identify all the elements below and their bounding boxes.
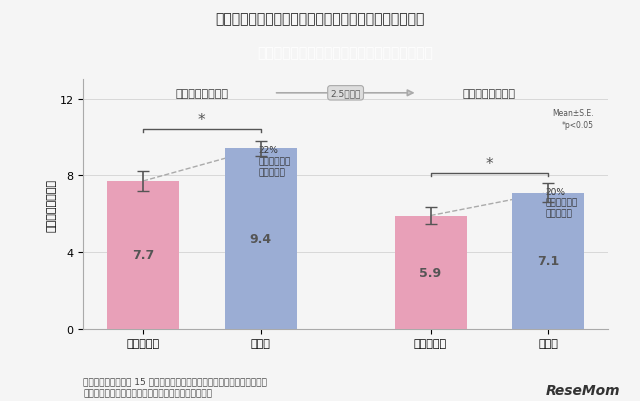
Text: 9.4: 9.4: [250, 233, 272, 245]
Bar: [512, 193, 584, 329]
Text: １回目暗記テスト: １回目暗記テスト: [175, 89, 228, 99]
Text: ノートにメモした方が暗記テストの成績がよい: ノートにメモした方が暗記テストの成績がよい: [258, 46, 433, 60]
Bar: [395, 216, 467, 329]
Text: 7.1: 7.1: [537, 255, 559, 267]
Text: ＜成績評価＞　メモ媒体別の暗記テスト平均得点（点）: ＜成績評価＞ メモ媒体別の暗記テスト平均得点（点）: [215, 12, 425, 26]
Text: ReseMom: ReseMom: [546, 383, 621, 397]
Bar: [225, 149, 296, 329]
Text: *: *: [486, 157, 493, 172]
Bar: [107, 182, 179, 329]
Text: （動画の違い、取組順序の違いによる有意差はなし）: （動画の違い、取組順序の違いによる有意差はなし）: [83, 388, 212, 397]
Text: 22%
ノートの方が
得点が高い: 22% ノートの方が 得点が高い: [258, 146, 291, 177]
Text: 7.7: 7.7: [132, 249, 154, 262]
Text: ２回目暗記テスト: ２回目暗記テスト: [463, 89, 516, 99]
Text: Mean±S.E.
*p<0.05: Mean±S.E. *p<0.05: [552, 109, 594, 130]
Text: （パーセント表示は 15 点満点の暗記テストの平均得点を比較したもの）: （パーセント表示は 15 点満点の暗記テストの平均得点を比較したもの）: [83, 376, 267, 385]
Y-axis label: テスト得点（点）: テスト得点（点）: [47, 178, 56, 231]
Text: 2.5ヵ月後: 2.5ヵ月後: [330, 89, 361, 98]
Text: 5.9: 5.9: [419, 266, 442, 279]
Text: *: *: [198, 113, 205, 128]
Text: 20%
ノートの方が
得点が高い: 20% ノートの方が 得点が高い: [545, 187, 578, 218]
